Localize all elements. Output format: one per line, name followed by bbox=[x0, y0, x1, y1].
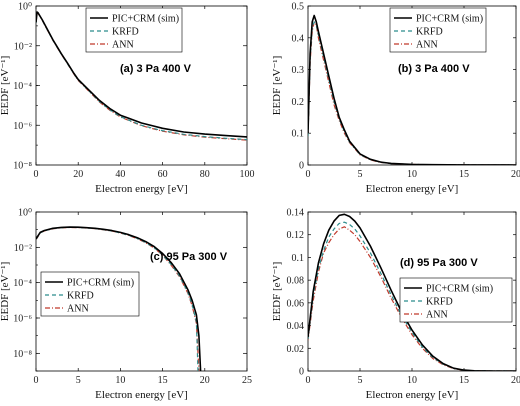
panel-1: 0 20 40 60 80 100 10⁻⁸ 10⁻⁶ 10⁻⁴ 10⁻² 10⁰ Electron … bbox=[0, 2, 255, 196]
legend-label-ann: ANN bbox=[416, 40, 438, 51]
y-tick-label: 0.2 bbox=[292, 97, 305, 108]
legend: PIC+CRM (sim) KRFD ANN bbox=[40, 271, 140, 317]
legend-label-ann: ANN bbox=[426, 310, 448, 321]
panel-title: (c) 95 Pa 300 V bbox=[150, 251, 228, 263]
y-tick-label: 0 bbox=[299, 367, 304, 378]
legend-label-krfd: KRFD bbox=[416, 27, 443, 38]
x-tick-label: 10 bbox=[115, 375, 125, 386]
panel-title: (b) 3 Pa 400 V bbox=[398, 63, 470, 75]
x-axis-label: Electron energy [eV] bbox=[95, 389, 188, 401]
y-tick-label: 0.1 bbox=[292, 253, 305, 264]
x-axis-label: Electron energy [eV] bbox=[95, 183, 188, 195]
x-tick-label: 15 bbox=[459, 375, 469, 386]
x-tick-label: 10 bbox=[407, 169, 417, 180]
plot-frame bbox=[35, 211, 248, 372]
y-tick-label: 0.08 bbox=[287, 276, 305, 287]
y-tick-label: 0.14 bbox=[287, 208, 305, 219]
y-tick-label: 10⁻⁸ bbox=[13, 161, 32, 172]
x-tick-label: 20 bbox=[200, 375, 210, 386]
y-axis-label: EEDF [eV⁻¹] bbox=[271, 56, 283, 116]
y-tick-label: 10⁰ bbox=[18, 2, 32, 13]
legend-label-ann: ANN bbox=[112, 40, 134, 51]
y-tick-label: 0.06 bbox=[287, 298, 305, 309]
series-line-sim bbox=[308, 14, 516, 165]
y-tick-label: 10⁻² bbox=[14, 243, 32, 254]
y-axis-label: EEDF [eV⁻¹] bbox=[0, 56, 11, 116]
x-tick-label: 20 bbox=[511, 375, 520, 386]
y-tick-label: 10⁻⁸ bbox=[13, 349, 32, 360]
panel-3: 0 5 10 15 20 25 10⁻⁸ 10⁻⁶ 10⁻⁴ 10⁻² 10⁰ Electron en… bbox=[0, 208, 252, 402]
legend-box bbox=[399, 277, 513, 323]
panel-title: (a) 3 Pa 400 V bbox=[120, 63, 192, 75]
y-tick-label: 0.12 bbox=[287, 230, 305, 241]
series-line-sim bbox=[36, 11, 247, 138]
x-tick-label: 10 bbox=[407, 375, 417, 386]
y-tick-label: 10⁻⁶ bbox=[13, 314, 32, 325]
y-tick-label: 0.04 bbox=[287, 321, 305, 332]
y-tick-label: 10⁻⁴ bbox=[13, 278, 32, 289]
x-tick-label: 0 bbox=[34, 375, 39, 386]
y-tick-label: 10⁻⁴ bbox=[13, 81, 32, 92]
x-axis-label: Electron energy [eV] bbox=[366, 183, 459, 195]
x-tick-label: 20 bbox=[73, 169, 83, 180]
legend-label-sim: PIC+CRM (sim) bbox=[416, 14, 483, 25]
legend: PIC+CRM (sim) KRFD ANN bbox=[85, 7, 183, 53]
series-line-sim bbox=[308, 213, 516, 371]
panel-4: 0 5 10 15 20 0 0.02 0.04 0.06 0.08 0.1 0.12 0.14 Elec… bbox=[271, 208, 520, 402]
x-tick-label: 60 bbox=[158, 169, 168, 180]
y-axis-label: EEDF [eV⁻¹] bbox=[271, 262, 283, 322]
legend-label-ann: ANN bbox=[67, 304, 89, 315]
x-tick-label: 15 bbox=[459, 169, 469, 180]
y-tick-label: 10⁻² bbox=[14, 41, 32, 52]
y-tick-label: 0 bbox=[299, 161, 304, 172]
x-tick-label: 0 bbox=[306, 169, 311, 180]
x-tick-label: 80 bbox=[200, 169, 210, 180]
x-tick-label: 15 bbox=[158, 375, 168, 386]
panel-2: 0 5 10 15 20 0 0.1 0.2 0.3 0.4 0.5 Electron energy … bbox=[271, 2, 520, 196]
series-line-krfd bbox=[308, 221, 516, 371]
x-tick-label: 5 bbox=[358, 375, 363, 386]
legend-label-krfd: KRFD bbox=[112, 27, 139, 38]
legend-label-krfd: KRFD bbox=[67, 291, 94, 302]
y-tick-label: 0.5 bbox=[292, 2, 305, 13]
legend-box bbox=[85, 7, 183, 53]
series-line-krfd bbox=[308, 21, 516, 165]
series-line-sim bbox=[36, 226, 202, 371]
x-tick-label: 100 bbox=[240, 169, 255, 180]
y-tick-label: 0.4 bbox=[292, 33, 305, 44]
legend-label-krfd: KRFD bbox=[426, 297, 453, 308]
series-line-ann bbox=[308, 226, 516, 371]
x-tick-label: 40 bbox=[115, 169, 125, 180]
legend-label-sim: PIC+CRM (sim) bbox=[67, 278, 134, 289]
x-tick-label: 0 bbox=[306, 375, 311, 386]
y-tick-label: 0.1 bbox=[292, 129, 305, 140]
y-axis-label: EEDF [eV⁻¹] bbox=[0, 262, 11, 322]
legend: PIC+CRM (sim) KRFD ANN bbox=[389, 7, 487, 53]
y-tick-label: 10⁰ bbox=[18, 208, 32, 219]
x-tick-label: 5 bbox=[76, 375, 81, 386]
y-tick-label: 0.02 bbox=[287, 344, 305, 355]
legend: PIC+CRM (sim) KRFD ANN bbox=[399, 277, 513, 323]
x-tick-label: 0 bbox=[34, 169, 39, 180]
panel-title: (d) 95 Pa 300 V bbox=[400, 257, 478, 269]
legend-box bbox=[389, 7, 487, 53]
series-line-krfd bbox=[36, 226, 199, 371]
x-tick-label: 20 bbox=[511, 169, 520, 180]
y-tick-label: 0.3 bbox=[292, 65, 305, 76]
x-tick-label: 25 bbox=[242, 375, 252, 386]
legend-label-sim: PIC+CRM (sim) bbox=[112, 14, 179, 25]
legend-box bbox=[40, 271, 140, 317]
y-tick-label: 10⁻⁶ bbox=[13, 121, 32, 132]
x-tick-label: 5 bbox=[358, 169, 363, 180]
x-axis-label: Electron energy [eV] bbox=[366, 389, 459, 401]
legend-label-sim: PIC+CRM (sim) bbox=[426, 284, 493, 295]
